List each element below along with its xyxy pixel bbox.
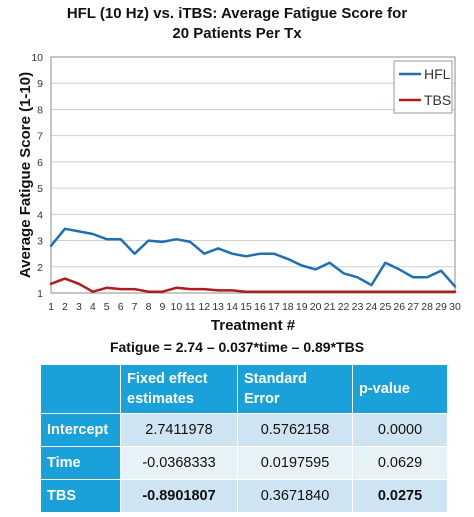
y-tick-label: 8 <box>37 104 43 116</box>
series-lines <box>49 227 457 293</box>
x-tick-label: 5 <box>104 301 110 313</box>
y-tick-labels: 1 2 3 4 5 6 7 8 9 10 <box>31 52 43 300</box>
row-label: Time <box>40 446 121 480</box>
legend-label-tbs: TBS <box>424 92 451 108</box>
cell-p-value: 0.0275 <box>352 479 448 513</box>
header-p-value: p-value <box>352 364 448 414</box>
header-standard-error: Standard Error <box>237 364 353 414</box>
x-tick-label: 21 <box>324 301 336 313</box>
legend-label-hfl: HFL <box>424 66 451 82</box>
y-tick-label: 10 <box>31 52 43 64</box>
x-tick-label: 6 <box>118 301 124 313</box>
y-tick-label: 2 <box>37 262 43 274</box>
y-tick-label: 6 <box>37 157 43 169</box>
x-tick-label: 16 <box>254 301 266 313</box>
x-tick-label: 2 <box>62 301 68 313</box>
header-estimate: Fixed effect estimates <box>120 364 238 414</box>
chart-title-line-1: HFL (10 Hz) vs. iTBS: Average Fatigue Sc… <box>66 5 408 22</box>
y-tick-label: 3 <box>37 236 43 248</box>
x-tick-label: 19 <box>296 301 308 313</box>
table-header-row: Fixed effect estimates Standard Error p-… <box>40 364 448 414</box>
header-empty <box>40 364 121 414</box>
chart-title-line-2: 20 Patients Per Tx <box>172 25 302 42</box>
series-line-hfl <box>49 227 457 288</box>
cell-standard-error: 0.3671840 <box>237 479 353 513</box>
grid-lines <box>51 82 455 268</box>
x-tick-labels: 1 2 3 4 5 6 7 8 9 10 11 12 13 14 15 16 17 18 19 20 21 22 23 24 2… <box>48 301 461 313</box>
legend-box <box>393 60 453 114</box>
x-tick-label: 20 <box>310 301 322 313</box>
table-row-tbs: TBS -0.8901807 0.3671840 0.0275 <box>40 479 448 513</box>
y-tick-label: 9 <box>37 78 43 90</box>
regression-equation: Fatigue = 2.74 – 0.037*time – 0.89*TBS <box>109 339 365 355</box>
x-tick-label: 22 <box>338 301 350 313</box>
cell-standard-error: 0.0197595 <box>237 446 353 480</box>
cell-estimate: 2.7411978 <box>120 413 238 447</box>
row-label: Intercept <box>40 413 121 447</box>
chart-title: HFL (10 Hz) vs. iTBS: Average Fatigue Sc… <box>0 4 474 44</box>
x-tick-label: 15 <box>240 301 252 313</box>
fixed-effects-table: Fixed effect estimates Standard Error p-… <box>40 364 448 513</box>
y-tick-label: 5 <box>37 183 43 195</box>
x-tick-label: 26 <box>393 301 405 313</box>
plot-area <box>50 56 456 294</box>
x-tick-label: 27 <box>407 301 419 313</box>
x-axis-label: Treatment # <box>211 317 296 334</box>
x-tick-label: 24 <box>366 301 378 313</box>
x-tick-label: 12 <box>198 301 210 313</box>
x-tick-label: 10 <box>171 301 183 313</box>
x-tick-label: 25 <box>380 301 392 313</box>
row-label: TBS <box>40 479 121 513</box>
x-tick-label: 4 <box>90 301 96 313</box>
x-tick-label: 30 <box>449 301 461 313</box>
x-tick-label: 23 <box>352 301 364 313</box>
x-tick-label: 18 <box>282 301 294 313</box>
cell-estimate: -0.0368333 <box>120 446 238 480</box>
y-axis-label: Average Fatigue Score (1-10) <box>17 72 34 278</box>
x-tick-label: 14 <box>226 301 238 313</box>
x-tick-label: 29 <box>435 301 447 313</box>
cell-p-value: 0.0629 <box>352 446 448 480</box>
table-row-time: Time -0.0368333 0.0197595 0.0629 <box>40 446 448 480</box>
x-tick-label: 7 <box>132 301 138 313</box>
cell-estimate: -0.8901807 <box>120 479 238 513</box>
y-tick-label: 7 <box>37 131 43 143</box>
x-tick-label: 1 <box>48 301 54 313</box>
x-tick-label: 3 <box>76 301 82 313</box>
y-tick-label: 1 <box>37 288 43 300</box>
x-tick-label: 28 <box>421 301 433 313</box>
legend: HFL TBS <box>393 60 453 114</box>
x-tick-label: 17 <box>268 301 280 313</box>
series-line-tbs <box>49 277 457 293</box>
x-tick-label: 8 <box>146 301 152 313</box>
cell-p-value: 0.0000 <box>352 413 448 447</box>
x-tick-label: 9 <box>160 301 166 313</box>
cell-standard-error: 0.5762158 <box>237 413 353 447</box>
x-tick-label: 11 <box>185 301 196 313</box>
x-tick-label: 13 <box>212 301 224 313</box>
y-tick-label: 4 <box>37 209 43 221</box>
table-row-intercept: Intercept 2.7411978 0.5762158 0.0000 <box>40 413 448 447</box>
